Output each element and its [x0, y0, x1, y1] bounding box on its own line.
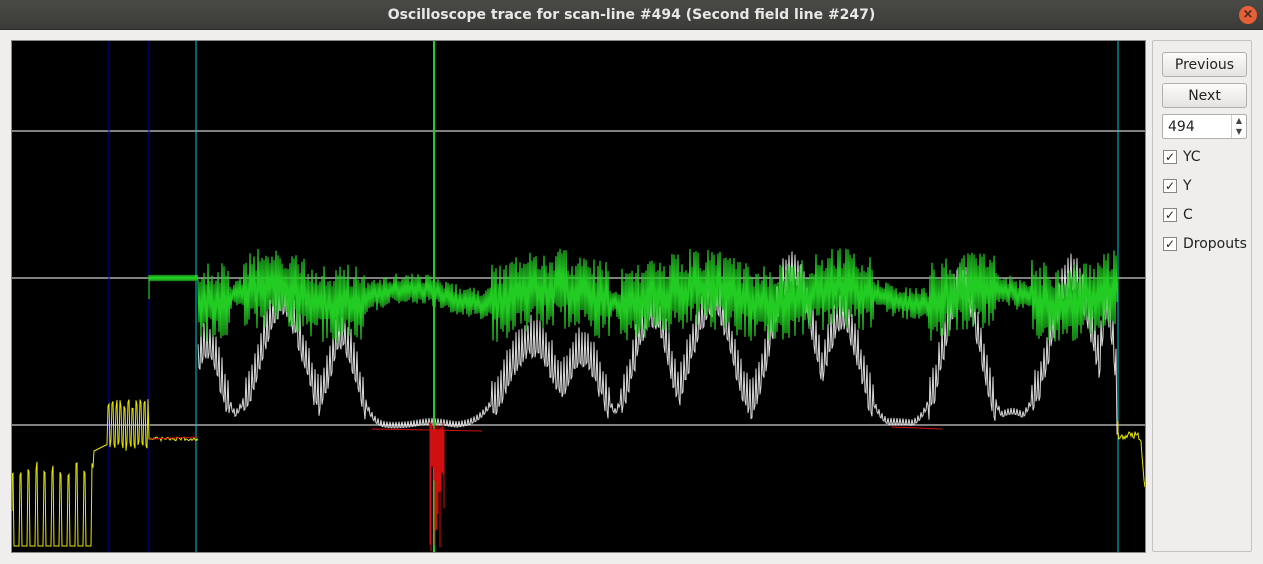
dropout-marks [429, 421, 445, 551]
checkbox-y[interactable]: ✓ Y [1163, 177, 1192, 195]
checkmark-icon[interactable]: ✓ [1163, 179, 1177, 193]
oscilloscope-plot [12, 41, 1145, 552]
oscilloscope-display [11, 40, 1146, 553]
checkmark-icon[interactable]: ✓ [1163, 150, 1177, 164]
yc-trace-back [1117, 421, 1145, 488]
window-title: Oscilloscope trace for scan-line #494 (S… [387, 6, 876, 23]
spin-up-icon[interactable]: ▲ [1235, 116, 1243, 125]
line-number-value[interactable]: 494 [1168, 119, 1195, 135]
title-bar: Oscilloscope trace for scan-line #494 (S… [0, 0, 1263, 30]
control-panel: Previous Next 494 ▲ ▼ ✓ YC ✓ Y ✓ C ✓ Dro… [1152, 40, 1252, 552]
checkmark-icon[interactable]: ✓ [1163, 237, 1177, 251]
next-button[interactable]: Next [1162, 83, 1247, 108]
checkbox-yc-label: YC [1183, 149, 1201, 165]
yc-trace-front [12, 399, 199, 547]
checkbox-yc[interactable]: ✓ YC [1163, 148, 1201, 166]
checkbox-dropouts[interactable]: ✓ Dropouts [1163, 235, 1247, 253]
dropout-porch-marks [148, 426, 943, 440]
spin-down-icon[interactable]: ▼ [1235, 127, 1243, 136]
c-trace [148, 248, 1119, 343]
previous-button[interactable]: Previous [1162, 52, 1247, 77]
checkbox-c[interactable]: ✓ C [1163, 206, 1193, 224]
checkbox-y-label: Y [1183, 178, 1192, 194]
checkmark-icon[interactable]: ✓ [1163, 208, 1177, 222]
close-icon[interactable]: × [1239, 6, 1257, 24]
line-number-spinbox[interactable]: 494 ▲ ▼ [1162, 114, 1247, 139]
checkbox-c-label: C [1183, 207, 1193, 223]
spin-arrows: ▲ ▼ [1231, 115, 1246, 138]
checkbox-dropouts-label: Dropouts [1183, 236, 1247, 252]
